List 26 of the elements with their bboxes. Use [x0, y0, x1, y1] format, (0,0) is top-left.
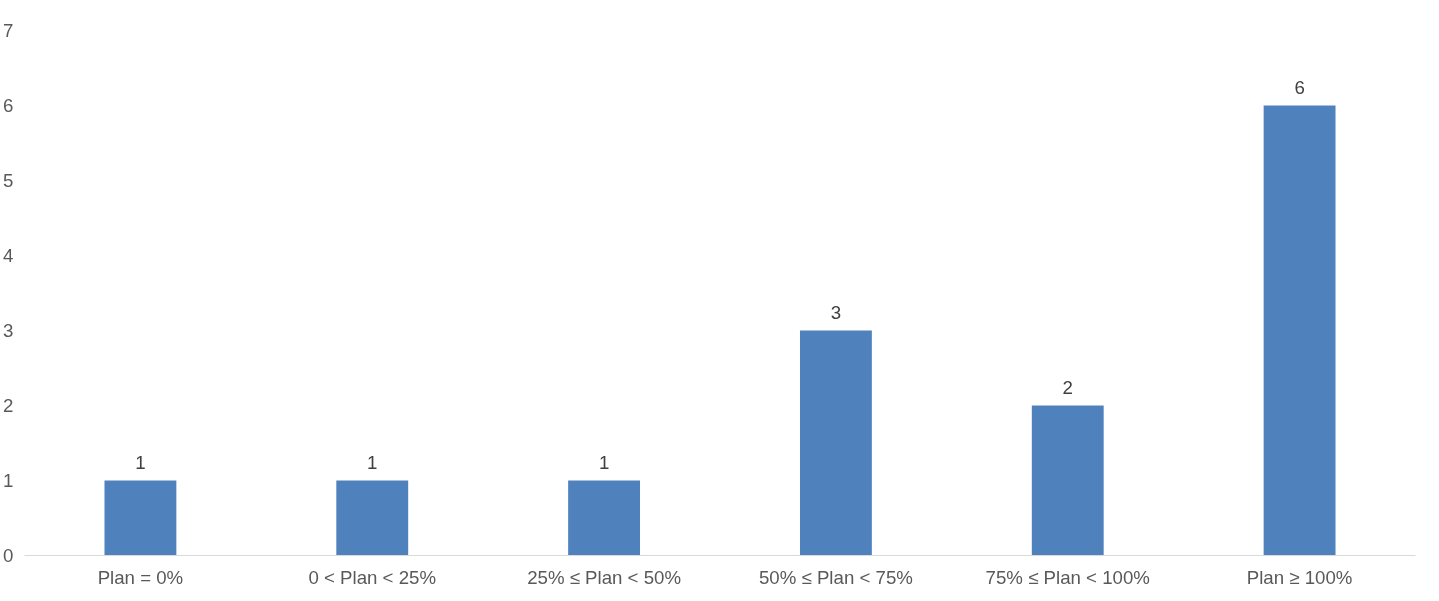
y-tick-label: 0 — [3, 545, 14, 566]
y-tick-label: 6 — [3, 95, 14, 116]
bar — [799, 330, 872, 556]
x-tick-label: 75% ≤ Plan < 100% — [985, 566, 1150, 588]
bar — [104, 480, 177, 556]
x-tick-label: Plan ≥ 100% — [1246, 566, 1353, 588]
data-label: 1 — [135, 451, 146, 473]
y-tick-label: 1 — [3, 470, 14, 491]
x-tick-label: 0 < Plan < 25% — [308, 566, 437, 588]
bar — [1031, 405, 1104, 556]
data-label: 1 — [367, 451, 378, 473]
data-label: 6 — [1294, 76, 1305, 98]
bar — [336, 480, 409, 556]
y-tick-label: 5 — [3, 170, 14, 191]
y-tick-label: 2 — [3, 395, 14, 416]
data-label: 3 — [830, 301, 842, 323]
data-label: 2 — [1062, 376, 1073, 398]
x-tick-label: Plan = 0% — [97, 566, 184, 588]
x-tick-label: 25% ≤ Plan < 50% — [527, 566, 682, 588]
y-tick-label: 7 — [3, 20, 14, 41]
bar — [568, 480, 641, 556]
data-label: 1 — [598, 451, 610, 473]
y-tick-label: 3 — [3, 320, 14, 341]
x-tick-label: 50% ≤ Plan < 75% — [758, 566, 913, 588]
bar — [1263, 105, 1336, 556]
y-tick-label: 4 — [3, 245, 14, 266]
